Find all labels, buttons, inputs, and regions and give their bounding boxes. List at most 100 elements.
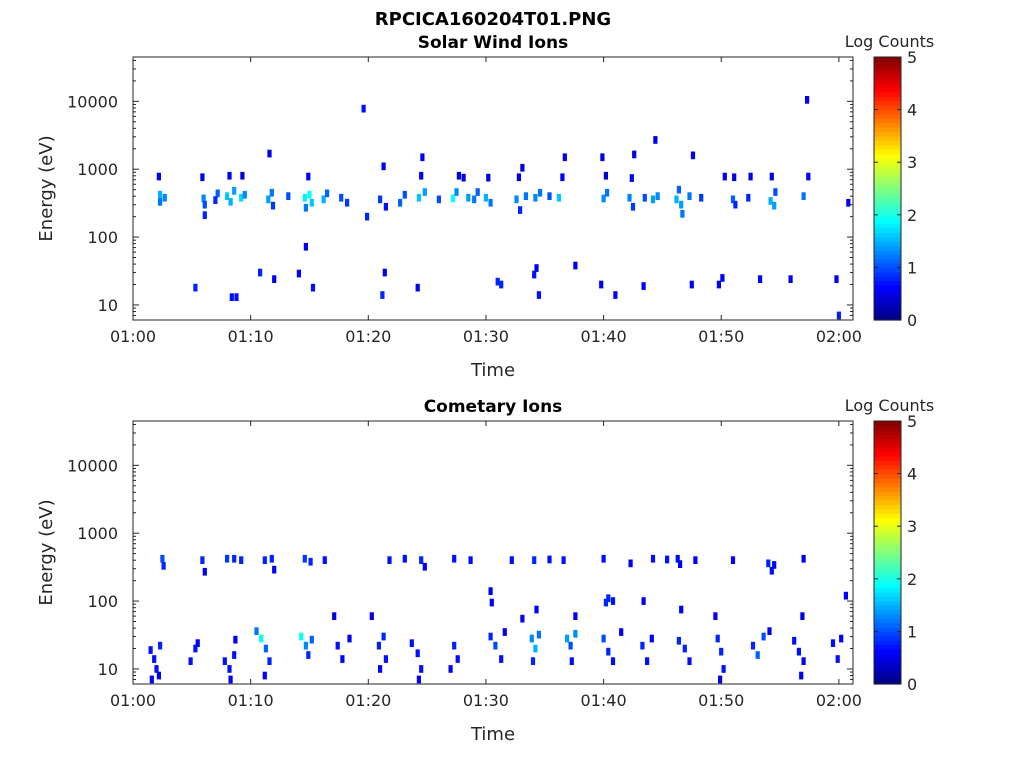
spectrogram-cell (422, 562, 427, 571)
colorbar-swatch (874, 534, 901, 540)
y-tick-label: 1000 (77, 524, 118, 543)
spectrogram-cell (254, 627, 259, 635)
spectrogram-cell (733, 200, 738, 209)
spectrogram-cell (573, 612, 578, 620)
colorbar-swatch (874, 618, 901, 624)
colorbar-swatch (874, 447, 901, 453)
spectrogram-cell (365, 212, 370, 221)
colorbar-label: Log Counts (845, 32, 935, 51)
spectrogram-cell (642, 193, 647, 202)
plot-frame (132, 56, 854, 321)
x-tick-label: 01:40 (581, 691, 627, 710)
colorbar-swatch (874, 175, 901, 181)
spectrogram-cell (156, 671, 161, 680)
spectrogram-cell (266, 195, 271, 204)
spectrogram-cell (381, 162, 386, 171)
colorbar-swatch (874, 486, 901, 492)
spectrogram-cell (679, 605, 684, 614)
spectrogram-cell (675, 554, 680, 563)
spectrogram-cell (402, 554, 407, 563)
spectrogram-cell (488, 632, 493, 641)
colorbar-swatch (874, 214, 901, 220)
colorbar-swatch (874, 140, 901, 146)
colorbar-swatch (874, 127, 901, 133)
colorbar-swatch (874, 70, 901, 76)
spectrogram-cell (601, 554, 606, 563)
spectrogram-cell (628, 559, 633, 568)
y-tick-label: 100 (87, 592, 118, 611)
spectrogram-cell (801, 192, 806, 200)
spectrogram-cell (619, 628, 624, 636)
colorbar-swatch (874, 302, 901, 308)
spectrogram-cell (201, 194, 206, 203)
spectrogram-cell (645, 657, 650, 665)
spectrogram-cell (419, 556, 424, 564)
x-tick-label: 01:20 (345, 691, 391, 710)
spectrogram-cell (493, 641, 498, 650)
x-tick-label: 02:00 (816, 691, 862, 710)
y-tick-label: 10000 (67, 92, 118, 111)
colorbar-swatch (874, 504, 901, 510)
spectrogram-cell (532, 556, 537, 564)
spectrogram-cell (846, 198, 851, 207)
panel-solar-wind: Solar Wind Ions 01:00 01:10 01:20 01:30 01:40… (36, 32, 934, 381)
spectrogram-cell (475, 188, 480, 196)
spectrogram-cell (573, 629, 578, 638)
spectrogram-cell (800, 612, 805, 620)
spectrogram-cell (228, 675, 233, 684)
spectrogram-cell (632, 150, 637, 159)
y-tick-label: 10 (98, 660, 118, 679)
colorbar-swatch (874, 192, 901, 198)
colorbar-swatch (874, 306, 901, 312)
spectrogram-cell (369, 612, 374, 620)
spectrogram-cell (606, 594, 611, 603)
y-tick-label: 100 (87, 228, 118, 247)
spectrogram-cell (263, 644, 268, 653)
colorbar-swatch (874, 206, 901, 212)
spectrogram-cell (679, 200, 684, 209)
spectrogram-cell (641, 597, 646, 605)
spectrogram-cell (307, 190, 312, 199)
colorbar-swatch (874, 657, 901, 663)
colorbar-swatch (874, 517, 901, 523)
colorbar-swatch (874, 570, 901, 576)
spectrogram-cell (200, 173, 205, 182)
spectrogram-cell (455, 655, 460, 663)
spectrogram-cell (322, 556, 327, 564)
spectrogram-cell (270, 201, 276, 210)
colorbar-tick-label: 3 (907, 153, 917, 172)
colorbar-swatch (874, 600, 901, 606)
colorbar-swatch (874, 495, 901, 501)
spectrogram-cell (678, 560, 683, 568)
x-tick-label: 01:00 (110, 327, 156, 346)
spectrogram-cell (721, 665, 726, 673)
spectrogram-cell (529, 634, 534, 643)
spectrogram-cell (308, 557, 313, 566)
colorbar-swatch (874, 666, 901, 672)
colorbar-swatch (874, 662, 901, 668)
colorbar-swatch (874, 227, 901, 233)
colorbar-swatch (874, 179, 901, 185)
colorbar-swatch (874, 249, 901, 255)
spectrogram-cell (641, 282, 646, 290)
spectrogram-cell (650, 195, 656, 204)
spectrogram-cell (520, 163, 525, 172)
spectrogram-cell (536, 630, 541, 639)
x-tick-label: 01:40 (581, 327, 627, 346)
spectrogram-cell (332, 612, 337, 620)
colorbar-swatch (874, 648, 901, 654)
spectrogram-cell (158, 190, 163, 199)
colorbar-swatch (874, 276, 901, 282)
spectrogram-cell (262, 671, 267, 680)
colorbar-swatch (874, 605, 901, 611)
spectrogram-cell (416, 193, 421, 202)
spectrogram-cell (335, 641, 340, 650)
colorbar-swatch (874, 644, 901, 650)
spectrogram-cell (562, 153, 567, 162)
y-tick-label: 10 (98, 296, 118, 315)
colorbar-swatch (874, 298, 901, 304)
colorbar-swatch (874, 679, 901, 685)
colorbar-swatch (874, 460, 901, 466)
